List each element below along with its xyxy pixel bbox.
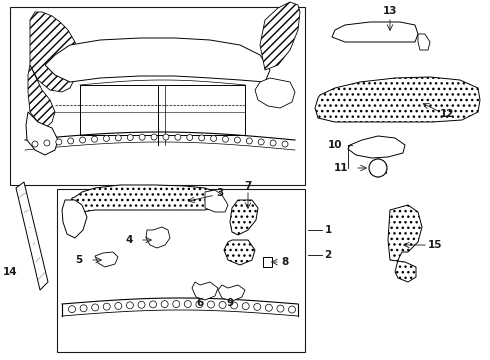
Circle shape (80, 305, 87, 312)
Circle shape (172, 301, 180, 307)
Text: 5: 5 (75, 255, 82, 265)
Circle shape (369, 159, 387, 177)
Polygon shape (260, 2, 300, 70)
Circle shape (277, 305, 284, 312)
Circle shape (161, 301, 168, 308)
Bar (10, 7, 305, 185)
Polygon shape (16, 182, 48, 290)
Polygon shape (255, 78, 295, 108)
Polygon shape (332, 22, 418, 42)
Polygon shape (263, 257, 272, 267)
Circle shape (103, 303, 110, 310)
Polygon shape (62, 200, 87, 238)
Circle shape (184, 301, 191, 307)
Circle shape (266, 304, 272, 311)
Polygon shape (95, 252, 118, 267)
Polygon shape (30, 12, 78, 92)
Circle shape (258, 139, 264, 145)
Text: 9: 9 (226, 298, 234, 308)
Circle shape (92, 136, 98, 142)
Polygon shape (348, 136, 405, 158)
Circle shape (175, 134, 181, 140)
Circle shape (127, 135, 133, 140)
Bar (57, 189, 305, 352)
Circle shape (282, 141, 288, 147)
Text: 10: 10 (327, 140, 342, 150)
Polygon shape (230, 200, 258, 235)
Text: 12: 12 (440, 109, 454, 119)
Circle shape (234, 137, 241, 143)
Circle shape (69, 306, 75, 313)
Text: 1: 1 (324, 225, 332, 235)
Circle shape (246, 138, 252, 144)
Circle shape (219, 301, 226, 309)
Polygon shape (28, 65, 55, 128)
Circle shape (222, 136, 228, 142)
Circle shape (138, 301, 145, 308)
Circle shape (56, 139, 62, 145)
Text: 7: 7 (245, 181, 252, 191)
Circle shape (163, 134, 169, 140)
Circle shape (211, 135, 217, 141)
Text: 3: 3 (217, 188, 223, 198)
Polygon shape (418, 34, 430, 50)
Circle shape (139, 134, 145, 140)
Text: 6: 6 (196, 298, 204, 308)
Text: 11: 11 (334, 163, 348, 173)
Circle shape (32, 141, 38, 147)
Circle shape (115, 135, 122, 141)
Circle shape (254, 303, 261, 310)
Circle shape (149, 301, 156, 308)
Text: 2: 2 (324, 250, 332, 260)
Circle shape (289, 306, 295, 313)
Circle shape (231, 302, 238, 309)
Circle shape (196, 301, 203, 308)
Polygon shape (26, 112, 58, 155)
Polygon shape (205, 190, 228, 212)
Polygon shape (388, 205, 422, 282)
Text: 15: 15 (428, 240, 442, 250)
Circle shape (68, 138, 74, 144)
Polygon shape (45, 38, 270, 82)
Text: 13: 13 (383, 6, 397, 16)
Polygon shape (218, 285, 245, 301)
Circle shape (270, 140, 276, 146)
Circle shape (207, 301, 215, 308)
Circle shape (92, 304, 98, 311)
Circle shape (242, 303, 249, 310)
Circle shape (115, 302, 122, 309)
Circle shape (198, 135, 205, 141)
Polygon shape (192, 282, 218, 300)
Text: 14: 14 (2, 267, 17, 277)
Polygon shape (70, 185, 218, 214)
Circle shape (151, 134, 157, 140)
Circle shape (126, 302, 133, 309)
Polygon shape (224, 240, 255, 265)
Circle shape (79, 137, 86, 143)
Text: 8: 8 (281, 257, 289, 267)
Circle shape (44, 140, 50, 146)
Circle shape (103, 135, 109, 141)
Polygon shape (315, 77, 480, 122)
Polygon shape (146, 227, 170, 248)
Circle shape (187, 135, 193, 140)
Text: 4: 4 (125, 235, 133, 245)
